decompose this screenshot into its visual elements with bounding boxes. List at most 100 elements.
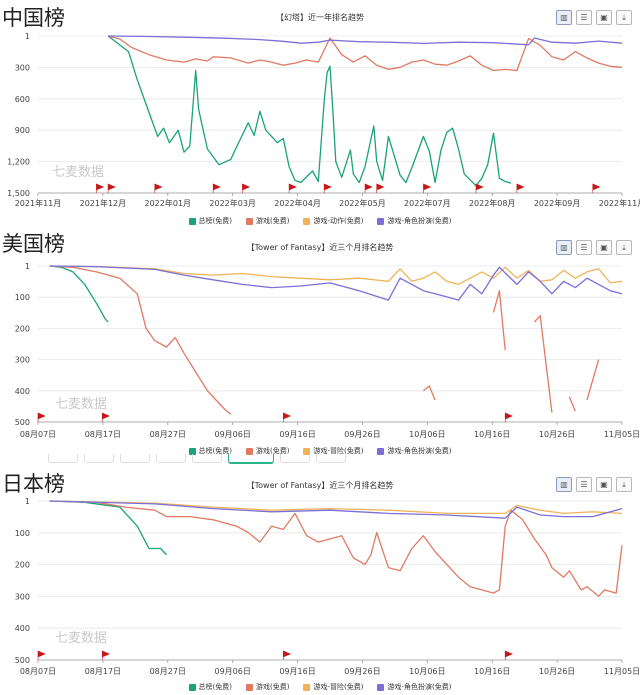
x-tick-label: 09月16日 [279,667,315,676]
tab[interactable] [316,454,346,463]
bar-chart-icon[interactable]: ▥ [556,477,572,492]
series-line [492,290,506,351]
legend: 总榜(免费) 游戏(免费) 游戏-冒险(免费) 游戏-角色扮演(免费) [0,682,640,692]
y-tick-label: 400 [15,624,30,633]
flag-marker [242,183,251,193]
legend-item-rpg[interactable]: 游戏-角色扮演(免费) [377,682,451,692]
download-icon[interactable]: ⤓ [616,240,632,255]
series-line [568,396,576,412]
legend-item-total[interactable]: 总榜(免费) [188,446,232,456]
tab[interactable] [120,454,150,463]
x-tick-label: 08月17日 [85,667,121,676]
flag-marker [323,183,332,193]
chart-title: 【Tower of Fantasy】近三个月排名趋势 [246,243,394,252]
legend-item-games[interactable]: 游戏(免费) [246,446,289,456]
x-tick-label: 09月26日 [344,667,380,676]
y-tick-label: 300 [15,63,30,72]
chart-toolbar: ▥ ☰ ▣ ⤓ [556,477,632,492]
x-tick-label: 10月26日 [539,430,575,439]
flag-marker [504,650,513,660]
y-tick-label: 500 [15,418,30,427]
flag-marker [282,412,292,422]
tab[interactable] [48,454,78,463]
x-tick-label: 11月05日 [604,667,640,676]
series-line [533,315,553,413]
x-tick-label: 11月05日 [604,430,640,439]
legend-item-rpg[interactable]: 游戏-角色扮演(免费) [377,446,451,456]
y-tick-label: 900 [15,126,30,135]
legend-item-total[interactable]: 总榜(免费) [188,682,232,692]
x-tick-label: 08月17日 [85,430,121,439]
flag-marker [475,183,484,193]
us-chart: 1 100 200 300 400 500 08月07日 08月17日 08月27日 09月06日… [15,262,640,439]
x-tick-label: 09月16日 [279,430,315,439]
watermark: 七麦数据 [55,397,107,412]
tab-selected[interactable] [228,454,274,464]
y-tick-label: 1,200 [7,158,30,167]
legend-item-games[interactable]: 游戏(免费) [246,682,289,692]
flag-marker [37,650,46,660]
y-tick-label: 300 [15,356,30,365]
tab-bar [48,454,346,464]
flag-marker [107,183,116,193]
legend-item-rpg[interactable]: 游戏-角色扮演(免费) [377,216,451,226]
legend: 总榜(免费) 游戏(免费) 游戏-动作(免费) 游戏-角色扮演(免费) [0,216,640,226]
download-icon[interactable]: ⤓ [616,477,632,492]
series-line [49,500,623,515]
download-icon[interactable]: ⤓ [616,10,632,25]
x-tick-label: 08月07日 [20,430,56,439]
x-tick-label: 2022年07月 [404,198,451,208]
x-tick-label: 09月26日 [344,430,380,439]
series-line [49,500,623,597]
list-icon[interactable]: ☰ [576,240,592,255]
list-icon[interactable]: ☰ [576,477,592,492]
x-tick-label: 2022年05月 [339,198,386,208]
y-tick-label: 100 [15,529,30,538]
list-icon[interactable]: ☰ [576,10,592,25]
y-tick-label: 1 [25,262,30,271]
flag-marker [364,183,373,193]
tab[interactable] [280,454,310,463]
legend: 总榜(免费) 游戏(免费) 游戏-冒险(免费) 游戏-角色扮演(免费) [0,446,640,456]
image-icon[interactable]: ▣ [596,477,612,492]
chart-title: 【Tower of Fantasy】近三个月排名趋势 [246,481,394,490]
x-tick-label: 08月07日 [20,667,56,676]
tab[interactable] [84,454,114,463]
series-line [108,35,623,46]
region-title: 美国榜 [2,232,65,256]
watermark: 七麦数据 [55,631,107,646]
region-title: 日本榜 [2,472,65,496]
series-line [107,35,512,187]
bar-chart-icon[interactable]: ▥ [556,240,572,255]
series-line [49,265,623,286]
flag-marker [154,183,163,193]
y-tick-label: 500 [15,656,30,665]
region-title: 中国榜 [2,6,65,30]
legend-item-games[interactable]: 游戏(免费) [246,216,289,226]
x-tick-label: 2021年11月 [15,198,62,208]
legend-item-sub[interactable]: 游戏-冒险(免费) [303,682,363,692]
bar-chart-icon[interactable]: ▥ [556,10,572,25]
y-tick-label: 100 [15,293,30,302]
flag-marker [376,183,385,193]
flag-marker [592,183,601,193]
tab[interactable] [192,454,222,463]
x-tick-label: 2022年11月 [599,198,640,208]
legend-item-sub[interactable]: 游戏-动作(免费) [303,216,363,226]
y-tick-label: 400 [15,387,30,396]
x-tick-label: 2022年09月 [534,198,581,208]
series-line [49,500,623,519]
chart-toolbar: ▥ ☰ ▣ ⤓ [556,10,632,25]
image-icon[interactable]: ▣ [596,10,612,25]
flag-marker [423,183,432,193]
series-line [422,385,436,401]
y-tick-label: 1,500 [7,189,30,198]
series-line [49,265,623,301]
image-icon[interactable]: ▣ [596,240,612,255]
flag-marker [96,183,105,193]
legend-item-sub[interactable]: 游戏-冒险(免费) [303,446,363,456]
tab[interactable] [156,454,186,463]
legend-item-total[interactable]: 总榜(免费) [188,216,232,226]
series-line [586,359,600,401]
